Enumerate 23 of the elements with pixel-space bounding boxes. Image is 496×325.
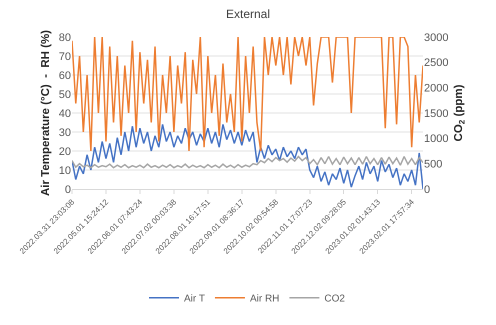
y2-tick-label: 1500 [424,108,448,120]
y-tick-label: 80 [58,32,71,44]
y-tick-label: 10 [58,164,71,177]
y2-tick-label: 500 [424,158,442,171]
y2-tick-label: 1000 [424,133,448,146]
y2-tick-label: 3000 [424,32,448,44]
y-tick-label: 30 [58,126,71,139]
y-tick-label: 40 [58,108,71,120]
chart-title: External [226,7,270,22]
legend-label: Air T [184,294,205,305]
y2-tick-label: 2000 [424,82,448,95]
legend-label: Air RH [250,294,280,305]
y2-tick-label: 2500 [424,57,448,70]
line-series [72,37,423,152]
y-tick-label: 60 [58,70,71,82]
y2-tick-label: 0 [424,184,430,196]
y-tick-label: 0 [64,184,71,196]
y-tick-label: 70 [58,50,71,63]
y-tick-label: 20 [58,146,71,158]
line-series [72,156,423,168]
legend-label: CO2 [324,294,346,305]
y-tick-label: 50 [58,88,71,101]
y-axis-title: Air Temperature (°C) - RH (%) [40,30,52,196]
